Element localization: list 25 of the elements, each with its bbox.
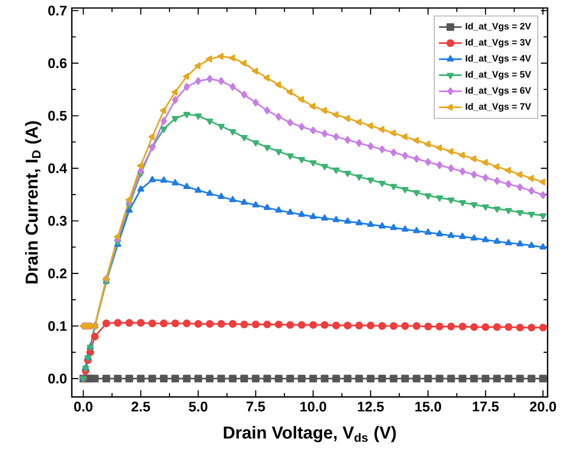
- y-tick-label: 0.3: [48, 216, 67, 226]
- y-tick-label: 0.7: [48, 6, 67, 16]
- x-tick-label: 15.0: [415, 402, 442, 412]
- legend-label: Id_at_Vgs = 5V: [466, 70, 532, 80]
- x-tick-label: 12.5: [358, 402, 384, 412]
- x-tick-label: 5.0: [188, 402, 208, 412]
- y-tick-label: 0.6: [48, 58, 67, 68]
- legend-label: Id_at_Vgs = 7V: [466, 103, 532, 112]
- y-axis-title: Drain Current, I$_{D}$ (A): [25, 121, 42, 284]
- legend-label: Id_at_Vgs = 2V: [466, 22, 532, 32]
- x-tick-label: 0.0: [74, 402, 92, 412]
- legend-label: Id_at_Vgs = 3V: [466, 38, 532, 48]
- x-tick-label: 7.5: [246, 402, 265, 412]
- x-tick-label: 17.5: [472, 402, 499, 412]
- x-tick-label: 20.0: [530, 402, 556, 412]
- y-tick-label: 0.4: [48, 163, 68, 174]
- legend-label: Id_at_Vgs = 6V: [466, 87, 532, 96]
- legend-label: Id_at_Vgs = 4V: [466, 54, 532, 64]
- x-tick-label: 10.0: [300, 402, 326, 412]
- y-tick-label: 0.1: [48, 321, 67, 332]
- y-tick-label: 0.2: [48, 268, 67, 278]
- y-tick-label: 0.0: [48, 374, 67, 384]
- y-tick-label: 0.5: [48, 110, 67, 121]
- x-tick-label: 2.5: [132, 402, 150, 412]
- x-axis-title: Drain Voltage, V$_{ds}$ (V): [224, 426, 396, 442]
